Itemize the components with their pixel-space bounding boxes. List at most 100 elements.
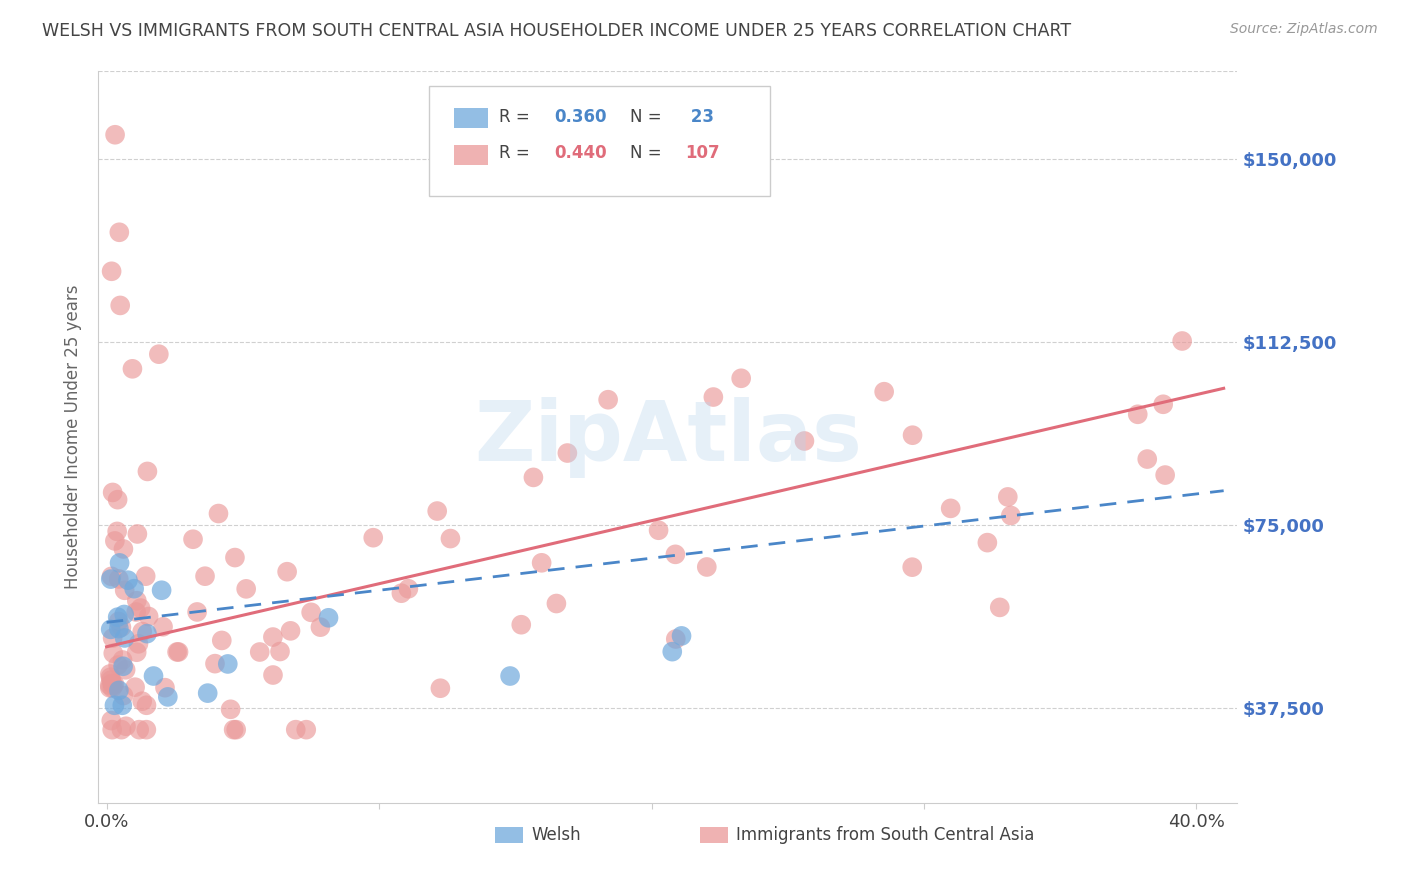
Point	[225, 723, 247, 737]
Point	[997, 490, 1019, 504]
Point	[103, 698, 125, 713]
Bar	[495, 827, 523, 843]
Point	[197, 686, 219, 700]
Point	[1171, 334, 1194, 348]
Point	[101, 485, 124, 500]
Point	[108, 556, 131, 570]
Point	[181, 533, 204, 547]
Point	[284, 723, 307, 737]
Point	[269, 644, 291, 658]
Point	[664, 547, 686, 561]
Point	[111, 653, 134, 667]
Point	[104, 533, 127, 548]
Bar	[700, 827, 728, 843]
Text: R =: R =	[499, 108, 536, 126]
Point	[276, 565, 298, 579]
Point	[135, 723, 157, 737]
Y-axis label: Householder Income Under 25 years: Householder Income Under 25 years	[65, 285, 83, 590]
Point	[152, 620, 174, 634]
Text: 0.440: 0.440	[554, 145, 606, 162]
Point	[153, 681, 176, 695]
Point	[114, 663, 136, 677]
Point	[217, 657, 239, 671]
Point	[135, 569, 157, 583]
Point	[439, 532, 461, 546]
Point	[122, 582, 145, 596]
Point	[100, 623, 122, 637]
Point	[100, 673, 122, 687]
Point	[114, 631, 136, 645]
Point	[671, 629, 693, 643]
Text: Welsh: Welsh	[531, 826, 581, 844]
Text: Immigrants from South Central Asia: Immigrants from South Central Asia	[737, 826, 1035, 844]
Point	[235, 582, 257, 596]
Point	[135, 698, 157, 713]
Point	[125, 605, 148, 619]
Point	[696, 560, 718, 574]
Point	[125, 645, 148, 659]
Point	[103, 677, 125, 691]
Point	[100, 670, 122, 684]
Point	[361, 531, 384, 545]
Point	[125, 593, 148, 607]
Point	[115, 719, 138, 733]
Point	[1126, 407, 1149, 421]
Point	[530, 556, 553, 570]
Point	[105, 524, 128, 539]
Text: 107: 107	[685, 145, 720, 162]
Point	[100, 569, 122, 583]
Point	[167, 645, 190, 659]
Point	[793, 434, 815, 448]
Point	[148, 347, 170, 361]
Point	[499, 669, 522, 683]
Point	[101, 723, 124, 737]
Point	[110, 723, 132, 737]
Point	[136, 626, 159, 640]
Point	[873, 384, 896, 399]
Text: 0.360: 0.360	[554, 108, 606, 126]
Point	[108, 683, 131, 698]
FancyBboxPatch shape	[429, 86, 770, 195]
Point	[219, 702, 242, 716]
Text: R =: R =	[499, 145, 536, 162]
Point	[104, 128, 127, 142]
Point	[522, 470, 544, 484]
Bar	[454, 145, 488, 165]
Point	[112, 541, 135, 556]
Point	[98, 681, 121, 695]
Point	[131, 694, 153, 708]
Point	[647, 523, 669, 537]
Point	[101, 681, 124, 695]
Point	[107, 492, 129, 507]
Point	[103, 646, 125, 660]
Bar	[454, 108, 488, 128]
Point	[108, 298, 131, 312]
Point	[107, 610, 129, 624]
Point	[128, 723, 150, 737]
Point	[280, 624, 302, 638]
Point	[318, 611, 340, 625]
Point	[309, 620, 332, 634]
Point	[1152, 397, 1174, 411]
Text: N =: N =	[630, 145, 666, 162]
Point	[557, 446, 579, 460]
Point	[901, 428, 924, 442]
Point	[156, 690, 179, 704]
Point	[295, 723, 318, 737]
Point	[194, 569, 217, 583]
Text: ZipAtlas: ZipAtlas	[474, 397, 862, 477]
Point	[107, 658, 129, 673]
Point	[98, 678, 121, 692]
Point	[108, 622, 131, 636]
Point	[988, 600, 1011, 615]
Point	[129, 601, 152, 615]
Point	[112, 659, 135, 673]
Text: 23: 23	[685, 108, 714, 126]
Point	[661, 645, 683, 659]
Point	[110, 620, 132, 634]
Point	[224, 550, 246, 565]
Point	[598, 392, 620, 407]
Point	[111, 698, 134, 713]
Point	[211, 633, 233, 648]
Point	[429, 681, 451, 696]
